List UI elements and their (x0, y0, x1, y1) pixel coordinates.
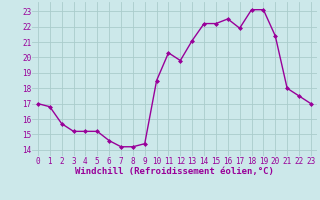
X-axis label: Windchill (Refroidissement éolien,°C): Windchill (Refroidissement éolien,°C) (75, 167, 274, 176)
